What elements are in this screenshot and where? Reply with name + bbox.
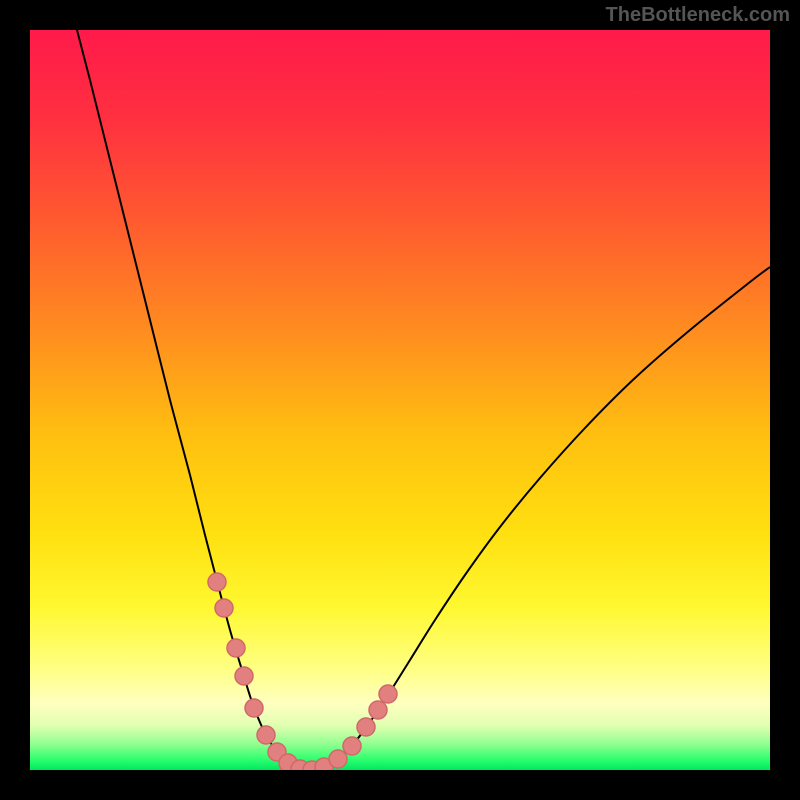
data-dot — [227, 639, 245, 657]
data-dot — [329, 750, 347, 768]
bottleneck-curve — [30, 30, 770, 770]
data-dot — [379, 685, 397, 703]
data-dots — [208, 573, 397, 770]
plot-area — [30, 30, 770, 770]
data-dot — [343, 737, 361, 755]
data-dot — [257, 726, 275, 744]
chart-container: TheBottleneck.com — [0, 0, 800, 800]
data-dot — [369, 701, 387, 719]
watermark-text: TheBottleneck.com — [606, 4, 790, 27]
data-dot — [357, 718, 375, 736]
curve-line — [77, 30, 770, 770]
data-dot — [245, 699, 263, 717]
data-dot — [235, 667, 253, 685]
data-dot — [208, 573, 226, 591]
data-dot — [215, 599, 233, 617]
